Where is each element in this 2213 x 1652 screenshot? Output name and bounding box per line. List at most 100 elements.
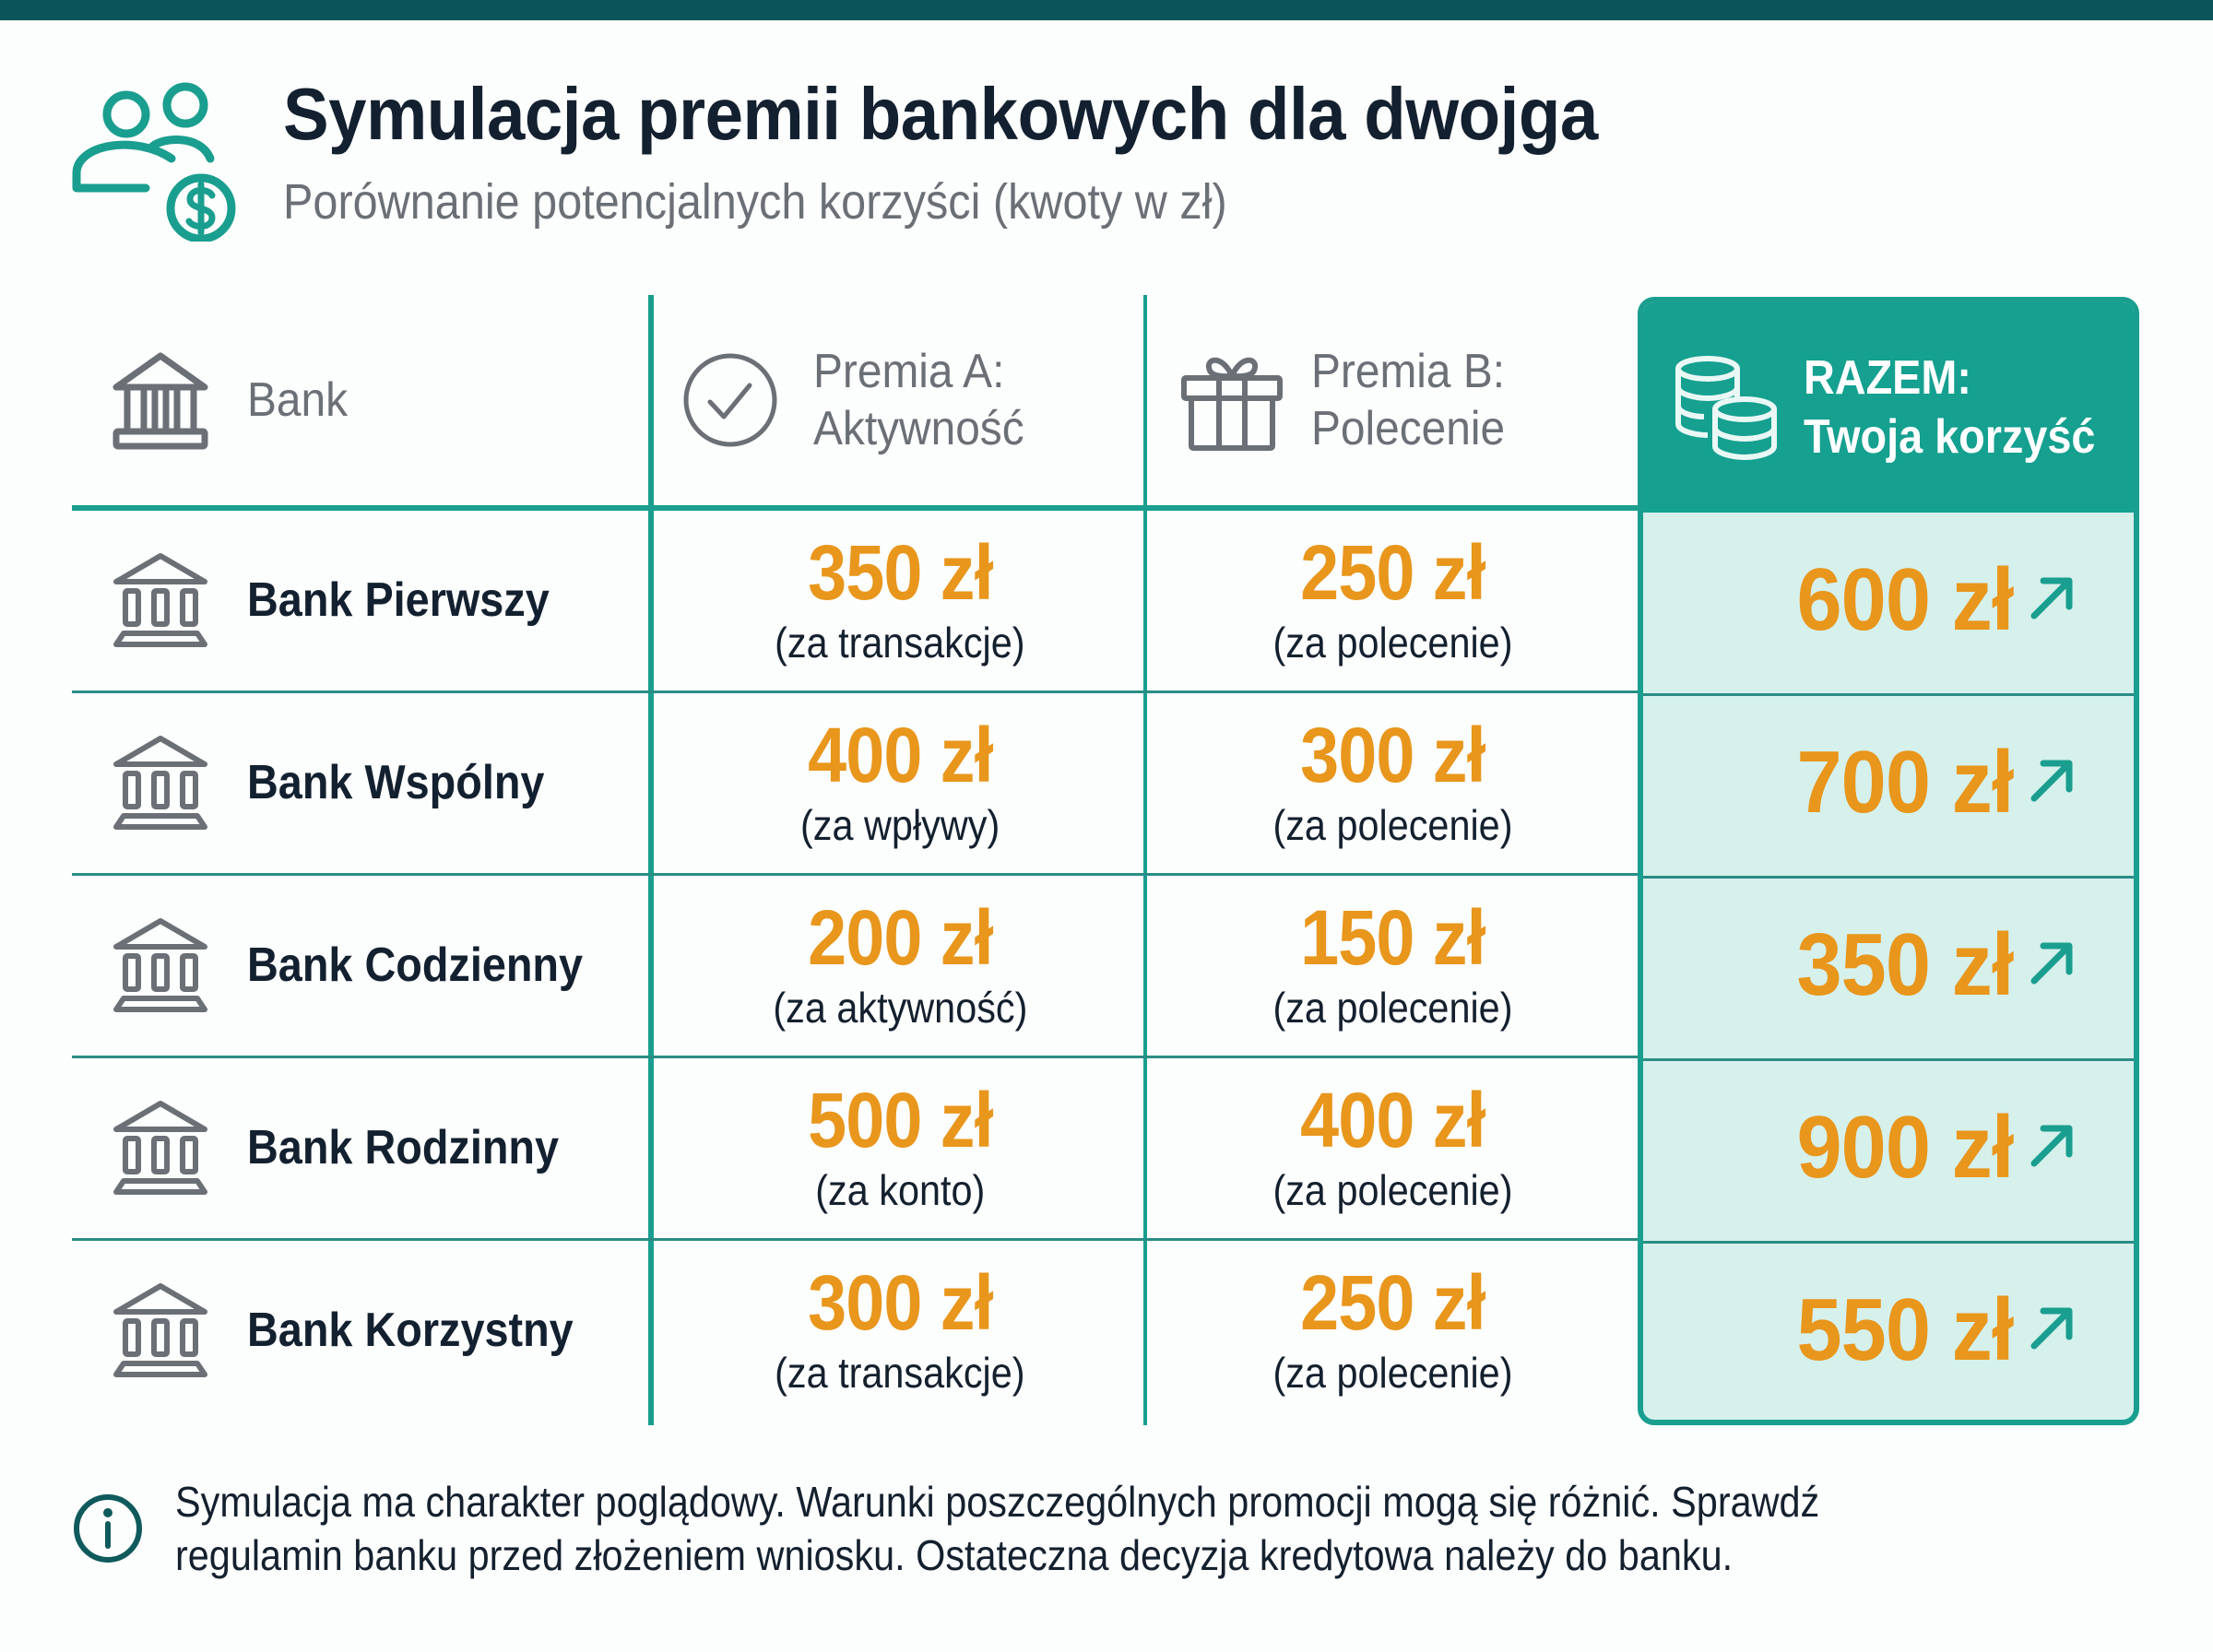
column-header-premia-a: Premia A: Aktywność — [682, 295, 1143, 505]
page-title: Symulacja premii bankowych dla dwojga — [283, 73, 1598, 155]
column-header-label: Premia B: — [1311, 345, 1506, 398]
total-amount: 900 zł — [1796, 1098, 2015, 1197]
total-amount: 550 zł — [1796, 1280, 2015, 1379]
arrow-up-right-icon — [2030, 1307, 2073, 1350]
total-cell: 700 zł — [1643, 691, 2134, 874]
arrow-up-right-icon — [2030, 577, 2073, 620]
table-row: Bank Wspólny 400 zł (za wpływy) 300 zł (… — [72, 691, 2139, 874]
premia-a-amount: 200 zł — [807, 894, 993, 981]
premia-b-cell: 250 zł (za polecenie) — [1145, 509, 1639, 691]
premia-b-note: (za polecenie) — [1272, 619, 1513, 667]
gift-icon — [1181, 357, 1283, 451]
row-divider — [72, 1056, 1641, 1058]
premia-a-note: (za konto) — [814, 1166, 986, 1214]
premia-a-cell: 200 zł (za aktywność) — [651, 874, 1149, 1056]
coins-icon — [1675, 356, 1777, 461]
column-header-label: Bank — [247, 373, 349, 427]
column-divider — [648, 295, 654, 1425]
column-divider — [1143, 295, 1147, 1425]
bank-name: Bank Pierwszy — [247, 573, 550, 627]
bank-name: Bank Korzystny — [247, 1304, 574, 1357]
row-divider — [72, 873, 1641, 876]
premia-b-cell: 400 zł (za polecenie) — [1145, 1056, 1639, 1239]
arrow-up-right-icon — [2030, 1125, 2073, 1167]
total-amount: 350 zł — [1796, 915, 2015, 1014]
table-row: Bank Codzienny 200 zł (za aktywność) 150… — [72, 874, 2139, 1056]
bank-cell: Bank Rodzinny — [72, 1056, 651, 1239]
premia-a-amount: 400 zł — [807, 712, 993, 798]
premia-b-note: (za polecenie) — [1272, 801, 1513, 849]
bank-icon — [113, 1101, 207, 1195]
row-divider — [1643, 876, 2134, 879]
total-cell: 600 zł — [1643, 509, 2134, 691]
check-circle-icon — [683, 353, 777, 447]
premia-b-amount: 250 zł — [1299, 529, 1485, 616]
bank-cell: Bank Pierwszy — [72, 509, 651, 691]
top-accent-bar — [0, 0, 2213, 20]
row-divider — [72, 1238, 1641, 1241]
premia-a-amount: 350 zł — [807, 529, 993, 616]
premia-a-cell: 400 zł (za wpływy) — [651, 691, 1149, 874]
bank-icon — [113, 553, 207, 647]
column-header-label: RAZEM: — [1804, 351, 1971, 405]
couple-money-icon — [72, 82, 236, 242]
bank-icon — [112, 352, 208, 450]
bank-icon — [113, 1283, 207, 1377]
bank-cell: Bank Korzystny — [72, 1239, 651, 1422]
premia-b-amount: 300 zł — [1299, 712, 1485, 798]
bank-cell: Bank Codzienny — [72, 874, 651, 1056]
total-amount: 700 zł — [1796, 733, 2015, 832]
bank-name: Bank Rodzinny — [247, 1121, 560, 1174]
page-subtitle: Porównanie potencjalnych korzyści (kwoty… — [283, 174, 1227, 230]
info-icon — [74, 1494, 142, 1563]
premia-b-amount: 250 zł — [1299, 1259, 1485, 1346]
total-column: RAZEM: Twoja korzyść — [1638, 297, 2139, 1425]
column-header-razem: RAZEM: Twoja korzyść — [1643, 302, 2134, 513]
row-divider — [1643, 1241, 2134, 1244]
bank-name: Bank Codzienny — [247, 938, 584, 992]
disclaimer-text: Symulacja ma charakter poglądowy. Warunk… — [175, 1475, 1819, 1582]
table-row: Bank Pierwszy 350 zł (za transakcje) 250… — [72, 509, 2139, 691]
column-header-sublabel: Polecenie — [1311, 402, 1506, 455]
bank-icon — [113, 736, 207, 830]
bank-cell: Bank Wspólny — [72, 691, 651, 874]
premia-a-amount: 500 zł — [807, 1077, 993, 1163]
total-cell: 550 zł — [1643, 1239, 2134, 1422]
disclaimer: Symulacja ma charakter poglądowy. Warunk… — [72, 1475, 2101, 1582]
premia-a-cell: 500 zł (za konto) — [651, 1056, 1149, 1239]
premia-b-amount: 400 zł — [1299, 1077, 1485, 1163]
column-header-label: Premia A: — [813, 345, 1005, 398]
row-divider — [1643, 1058, 2134, 1061]
column-header-bank: Bank — [111, 295, 645, 505]
arrow-up-right-icon — [2030, 942, 2073, 985]
premia-a-note: (za transakcje) — [775, 619, 1025, 667]
arrow-up-right-icon — [2030, 760, 2073, 802]
total-amount: 600 zł — [1796, 550, 2015, 649]
premia-a-cell: 300 zł (za transakcje) — [651, 1239, 1149, 1422]
column-header-premia-b: Premia B: Polecenie — [1180, 295, 1632, 505]
premia-b-cell: 300 zł (za polecenie) — [1145, 691, 1639, 874]
premia-a-amount: 300 zł — [807, 1259, 993, 1346]
header-divider — [72, 505, 1641, 511]
premia-b-cell: 250 zł (za polecenie) — [1145, 1239, 1639, 1422]
premia-a-note: (za wpływy) — [799, 801, 1000, 849]
premia-a-cell: 350 zł (za transakcje) — [651, 509, 1149, 691]
premia-b-note: (za polecenie) — [1272, 984, 1513, 1032]
premia-b-cell: 150 zł (za polecenie) — [1145, 874, 1639, 1056]
bank-icon — [113, 918, 207, 1012]
table-row: Bank Rodzinny 500 zł (za konto) 400 zł (… — [72, 1056, 2139, 1239]
premia-b-note: (za polecenie) — [1272, 1166, 1513, 1214]
total-cell: 350 zł — [1643, 874, 2134, 1056]
bank-name: Bank Wspólny — [247, 756, 545, 809]
table-row: Bank Korzystny 300 zł (za transakcje) 25… — [72, 1239, 2139, 1422]
premia-b-amount: 150 zł — [1299, 894, 1485, 981]
premia-b-note: (za polecenie) — [1272, 1349, 1513, 1397]
column-header-sublabel: Twoja korzyść — [1804, 410, 2096, 464]
disclaimer-line: Symulacja ma charakter poglądowy. Warunk… — [175, 1478, 1820, 1526]
column-header-sublabel: Aktywność — [813, 402, 1024, 455]
premia-a-note: (za transakcje) — [775, 1349, 1025, 1397]
row-divider — [1643, 693, 2134, 696]
disclaimer-line: regulamin banku przed złożeniem wniosku.… — [175, 1531, 1734, 1579]
total-cell: 900 zł — [1643, 1056, 2134, 1239]
premia-a-note: (za aktywność) — [772, 984, 1028, 1032]
